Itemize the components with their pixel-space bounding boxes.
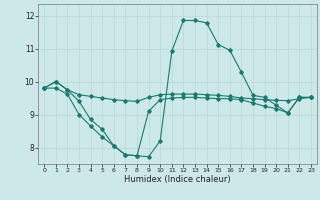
X-axis label: Humidex (Indice chaleur): Humidex (Indice chaleur) — [124, 175, 231, 184]
